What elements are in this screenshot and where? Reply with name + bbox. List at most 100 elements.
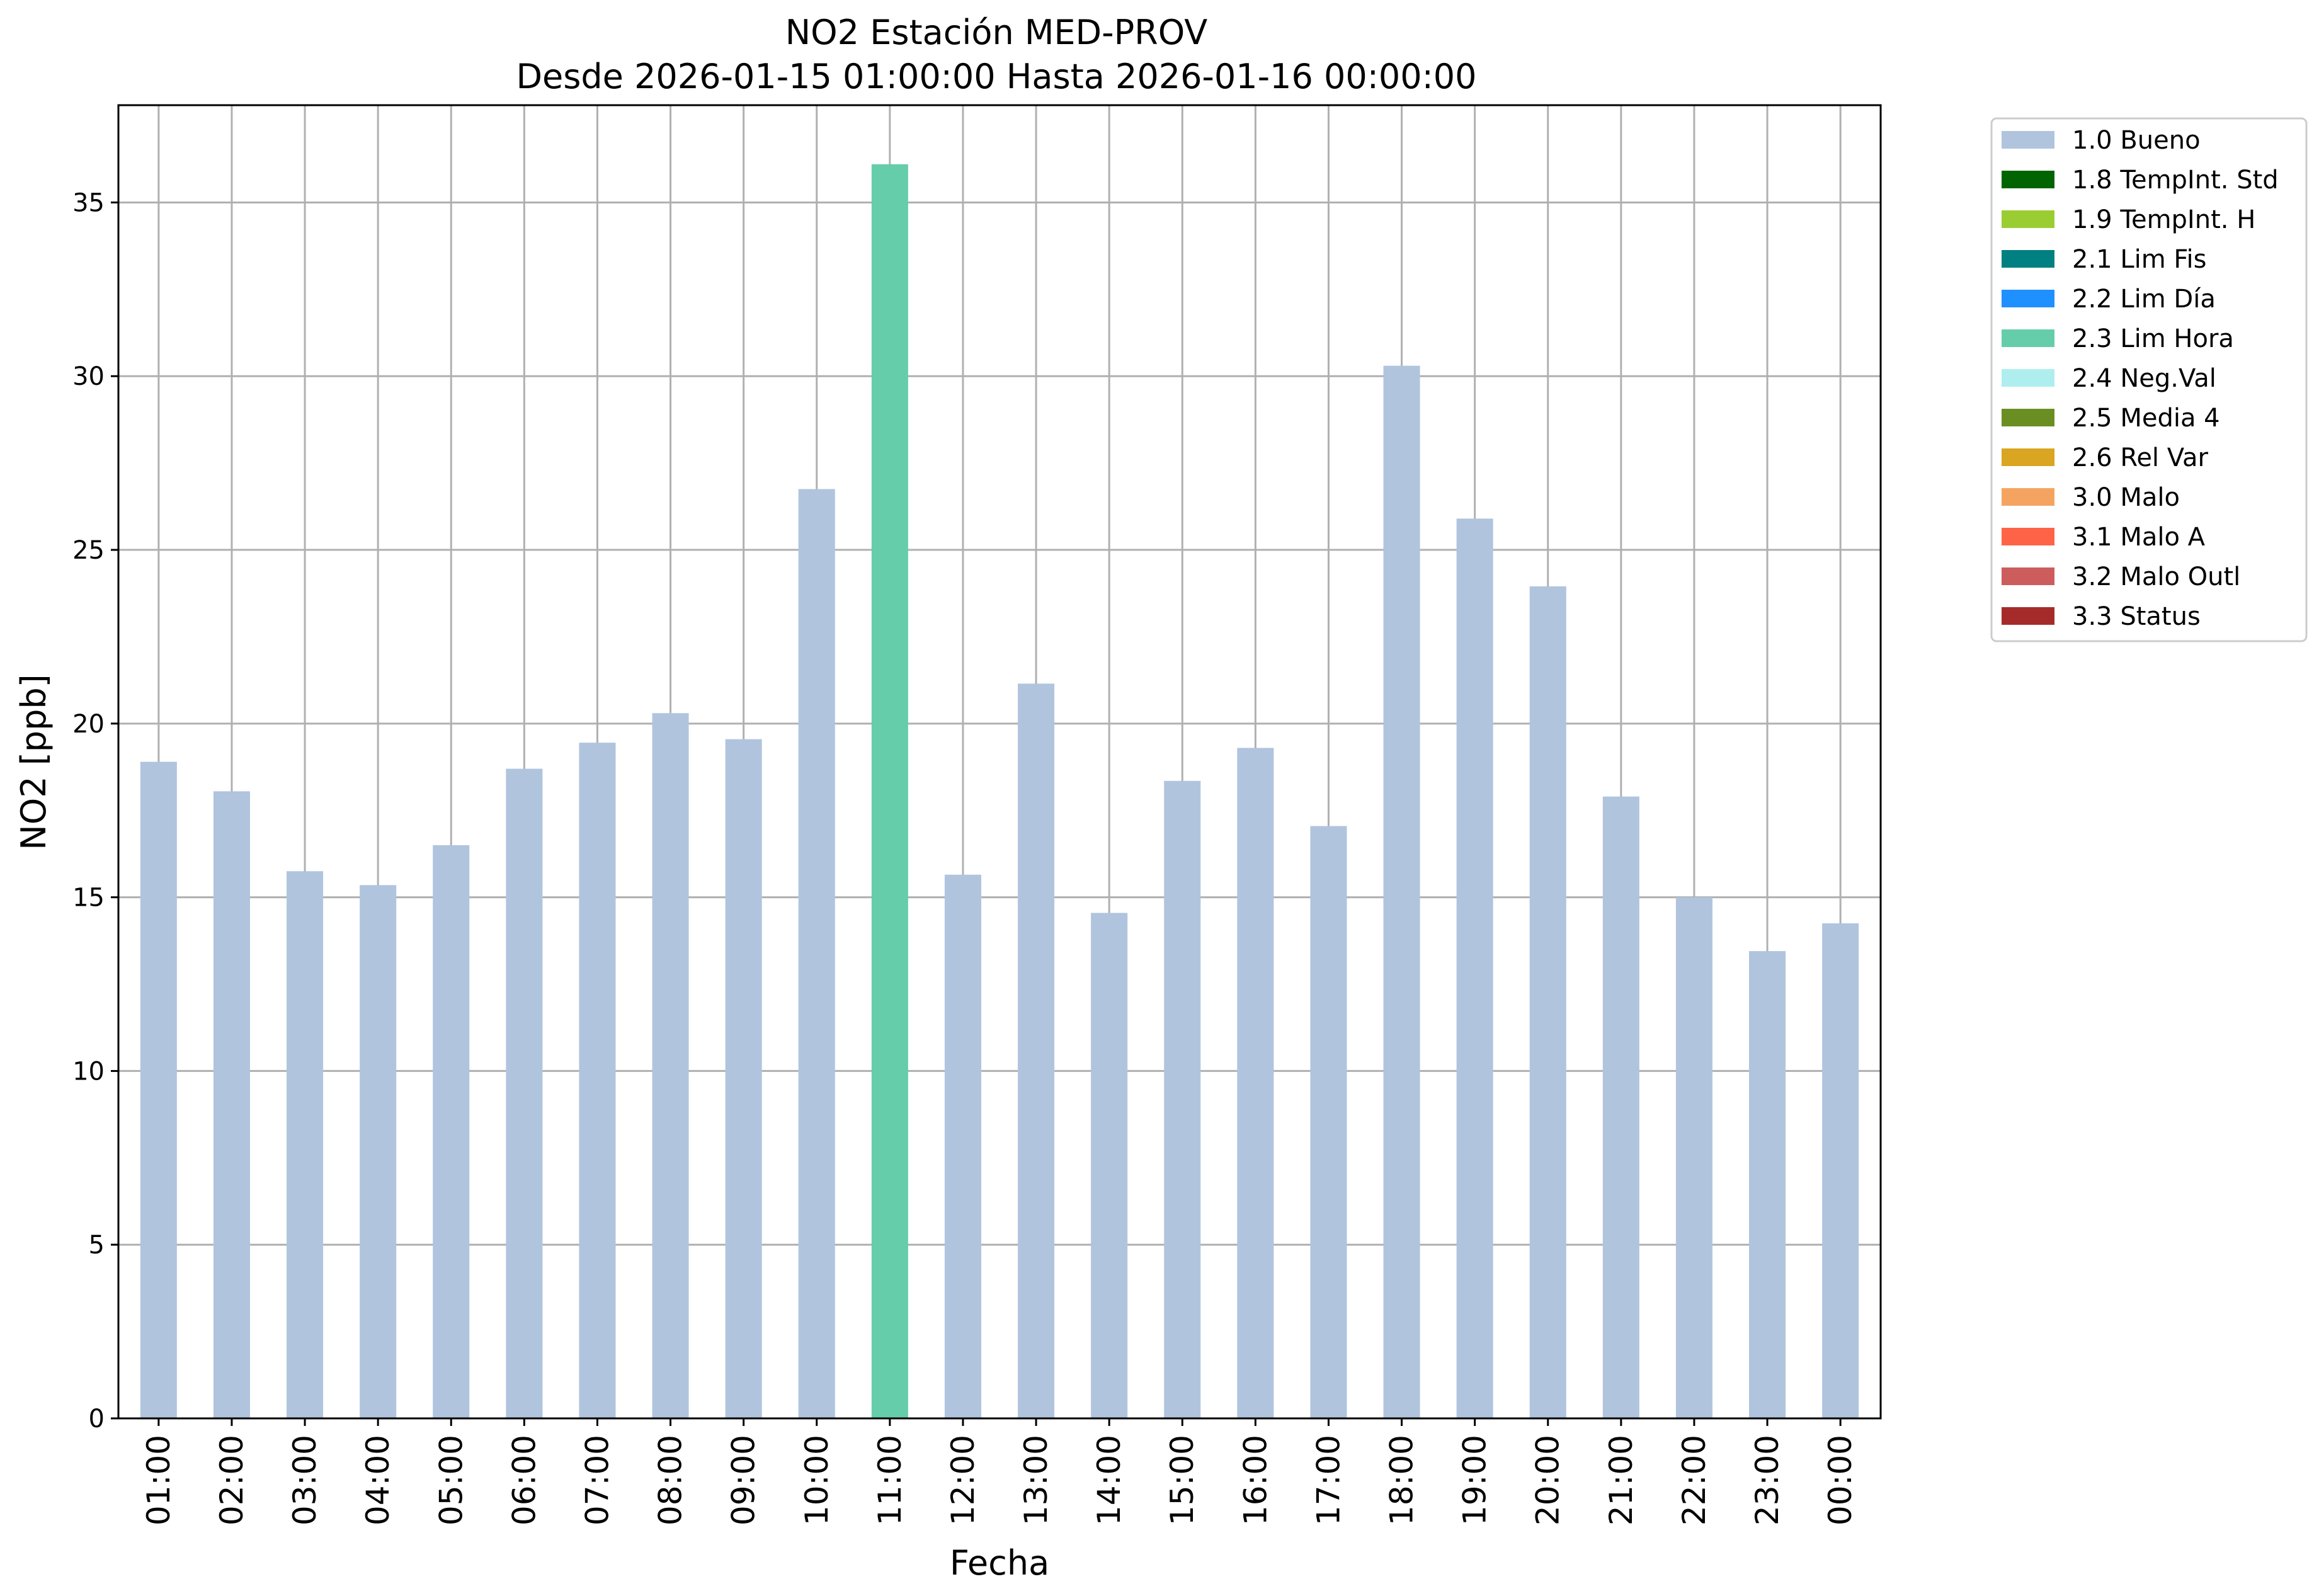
legend-swatch [2002, 488, 2054, 506]
legend-swatch [2002, 448, 2054, 466]
x-tick-label: 09:00 [726, 1435, 762, 1525]
x-tick-label: 07:00 [579, 1435, 615, 1525]
legend-entry: 2.2 Lim Día [2002, 285, 2216, 314]
x-tick-label: 06:00 [506, 1435, 542, 1525]
bar [1602, 796, 1639, 1418]
legend-swatch [2002, 567, 2054, 585]
legend-swatch [2002, 210, 2054, 228]
x-tick-label: 20:00 [1530, 1435, 1566, 1525]
x-tick-label: 19:00 [1457, 1435, 1493, 1525]
x-tick-label: 11:00 [872, 1435, 908, 1525]
x-tick-label: 23:00 [1749, 1435, 1786, 1525]
bar [360, 885, 397, 1418]
bar [1237, 748, 1274, 1418]
legend-entry: 2.3 Lim Hora [2002, 324, 2234, 353]
x-tick-label: 05:00 [433, 1435, 469, 1525]
legend-swatch [2002, 607, 2054, 625]
legend-entry: 3.0 Malo [2002, 483, 2180, 512]
y-tick-label: 0 [89, 1405, 105, 1434]
legend-label: 3.1 Malo A [2072, 523, 2206, 552]
legend-label: 3.3 Status [2072, 602, 2201, 631]
x-tick-label: 01:00 [140, 1435, 177, 1525]
x-tick-label: 21:00 [1603, 1435, 1639, 1525]
legend-entry: 1.9 TempInt. H [2002, 205, 2255, 234]
bar [433, 845, 470, 1418]
legend-entry: 2.5 Media 4 [2002, 404, 2220, 433]
bar [944, 874, 981, 1418]
x-tick-label: 02:00 [214, 1435, 250, 1525]
legend-entry: 3.2 Malo Outl [2002, 562, 2240, 591]
x-tick-label: 08:00 [652, 1435, 689, 1525]
x-tick-label: 13:00 [1018, 1435, 1054, 1525]
legend-entry: 2.6 Rel Var [2002, 443, 2209, 472]
x-tick-label: 14:00 [1091, 1435, 1127, 1525]
legend-label: 3.2 Malo Outl [2072, 562, 2240, 591]
bar [1091, 913, 1128, 1418]
y-axis-label: NO2 [ppb] [14, 674, 54, 850]
bar [1822, 923, 1859, 1418]
y-tick-label: 25 [72, 536, 105, 565]
y-tick-label: 15 [72, 884, 105, 913]
y-axis: 0 5 10 15 20 25 30 35 [72, 188, 118, 1434]
bar [140, 761, 177, 1418]
legend-swatch [2002, 409, 2054, 426]
x-tick-label: 15:00 [1164, 1435, 1200, 1525]
legend-entry: 2.1 Lim Fis [2002, 245, 2206, 274]
x-tick-label: 03:00 [287, 1435, 323, 1525]
bar [1456, 518, 1493, 1418]
legend-label: 1.0 Bueno [2072, 126, 2201, 155]
bar [1018, 683, 1055, 1418]
bar [287, 871, 324, 1418]
legend-swatch [2002, 171, 2054, 188]
legend-entry: 1.8 TempInt. Std [2002, 166, 2279, 195]
bar [725, 739, 762, 1418]
bar [1675, 897, 1712, 1418]
legend-entry: 3.1 Malo A [2002, 523, 2206, 552]
x-tick-label: 12:00 [945, 1435, 981, 1525]
legend: 1.0 Bueno 1.8 TempInt. Std 1.9 TempInt. H 2… [1990, 117, 2308, 642]
bar [1310, 826, 1347, 1418]
plot-area: 0 5 10 15 20 25 30 35 01:00 02:00 03:00 04:00 05:00… [72, 104, 1882, 1525]
y-tick-label: 35 [72, 188, 105, 217]
x-tick-label: 10:00 [799, 1435, 835, 1525]
legend-swatch [2002, 329, 2054, 347]
y-tick-label: 20 [72, 710, 105, 739]
x-tick-label: 04:00 [360, 1435, 396, 1525]
bar [871, 164, 908, 1419]
x-tick-label: 16:00 [1237, 1435, 1273, 1525]
legend-label: 2.2 Lim Día [2072, 285, 2216, 314]
legend-frame [1990, 117, 2308, 642]
bar [1749, 951, 1786, 1418]
x-tick-label: 17:00 [1310, 1435, 1347, 1525]
legend-swatch [2002, 369, 2054, 387]
bar [1383, 365, 1420, 1419]
legend-swatch [2002, 528, 2054, 545]
legend-label: 1.9 TempInt. H [2072, 205, 2255, 234]
legend-swatch [2002, 250, 2054, 268]
legend-swatch [2002, 131, 2054, 149]
bar [1529, 586, 1566, 1418]
x-tick-label: 00:00 [1822, 1435, 1859, 1525]
bars [140, 164, 1859, 1419]
legend-swatch [2002, 290, 2054, 307]
bar [1164, 780, 1201, 1418]
plot-frame [117, 104, 1882, 1420]
legend-label: 2.4 Neg.Val [2072, 364, 2216, 393]
y-tick-label: 10 [72, 1057, 105, 1086]
legend-label: 3.0 Malo [2072, 483, 2180, 512]
y-tick-label: 5 [89, 1231, 105, 1260]
legend-entry: 3.3 Status [2002, 602, 2201, 631]
legend-label: 2.5 Media 4 [2072, 404, 2220, 433]
bar [506, 768, 543, 1418]
legend-label: 2.6 Rel Var [2072, 443, 2209, 472]
legend-label: 1.8 TempInt. Std [2072, 166, 2279, 195]
x-tick-label: 22:00 [1676, 1435, 1712, 1525]
legend-entry: 2.4 Neg.Val [2002, 364, 2216, 393]
x-axis: 01:00 02:00 03:00 04:00 05:00 06:00 07:00 08:00… [140, 1418, 1859, 1525]
y-tick-label: 30 [72, 362, 105, 391]
legend-label: 2.1 Lim Fis [2072, 245, 2206, 274]
x-axis-label: Fecha [950, 1543, 1049, 1583]
legend-entry: 1.0 Bueno [2002, 126, 2201, 155]
bar [213, 791, 250, 1418]
